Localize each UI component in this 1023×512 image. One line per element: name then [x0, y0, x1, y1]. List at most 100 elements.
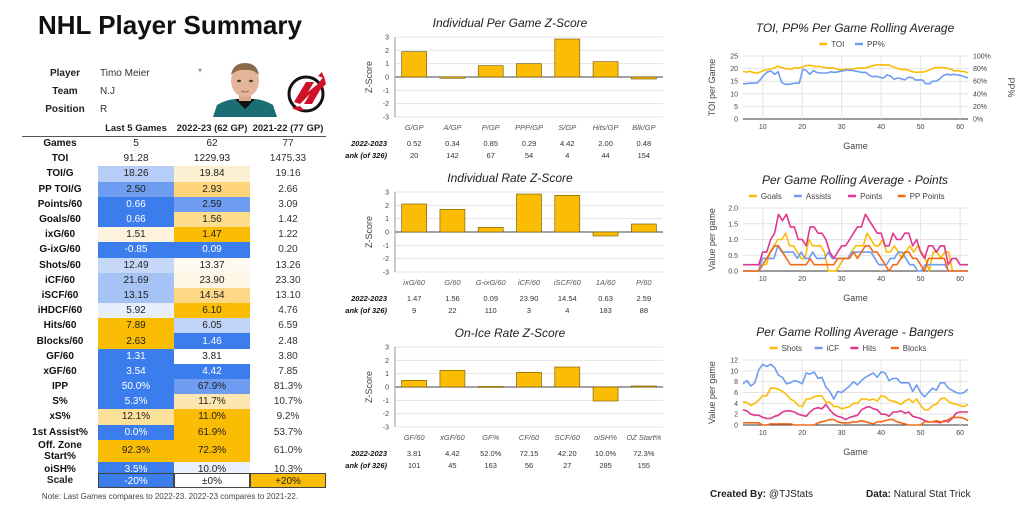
- stat-last5-cell: 5.92: [98, 303, 174, 319]
- x-tick-label: 30: [838, 276, 846, 283]
- stat-last5-cell: 92.3%: [98, 439, 174, 462]
- stat-2022-23-cell: 0.09: [174, 242, 250, 258]
- x-axis-label: Game: [843, 293, 868, 303]
- y-tick-label: 4: [734, 401, 738, 408]
- legend-label[interactable]: Assists: [806, 192, 831, 201]
- x-tick-label: 60: [956, 430, 964, 437]
- stats-header-row: Last 5 Games 2022-23 (62 GP) 2021-22 (77…: [22, 122, 326, 136]
- legend-label[interactable]: Points: [860, 192, 882, 201]
- y-tick-label: -3: [383, 115, 389, 122]
- chart-title: TOI, PP% Per Game Rolling Average: [756, 21, 955, 35]
- stat-last5-cell: 12.49: [98, 257, 174, 273]
- series-line-pp-: [743, 68, 969, 86]
- legend-label[interactable]: TOI: [831, 40, 844, 49]
- stats-row: TOI 91.28 1229.93 1475.33: [22, 151, 326, 167]
- bar: [516, 193, 542, 233]
- stat-2022-23-cell: 1.46: [174, 333, 250, 349]
- created-label: Created By:: [710, 489, 767, 500]
- y2-axis-label: PP%: [1006, 77, 1016, 97]
- y-tick-label: -1: [383, 243, 389, 250]
- bar: [592, 61, 619, 78]
- legend-label[interactable]: Hits: [862, 344, 876, 353]
- x-tick-label: 60: [956, 124, 964, 131]
- bar: [477, 386, 504, 388]
- x-tick-label: G/60: [444, 278, 461, 287]
- bar: [592, 231, 619, 237]
- stats-row: PP TOI/G 2.50 2.93 2.66: [22, 181, 326, 197]
- stat-last5-cell: 13.15: [98, 287, 174, 304]
- rank-value: 154: [638, 151, 651, 160]
- stat-last5-cell: 2.50: [98, 181, 174, 197]
- stats-row: xS% 12.1% 11.0% 9.2%: [22, 409, 326, 425]
- stat-2022-23-cell: 11.7%: [174, 394, 250, 410]
- x-tick-label: 1A/60: [596, 278, 616, 287]
- x-tick-label: oiSH%: [594, 433, 617, 442]
- bar: [477, 227, 504, 233]
- stat-2021-22-cell: 53.7%: [273, 426, 303, 438]
- stat-label: iHDCF/60: [37, 305, 83, 317]
- y-tick-label: 2: [385, 203, 389, 210]
- y-tick-label: 5: [734, 104, 738, 111]
- bar: [439, 76, 466, 79]
- x-tick-label: 30: [838, 124, 846, 131]
- y-tick-label: -2: [383, 101, 389, 108]
- rank-row-label: Rank (of 326): [345, 151, 387, 160]
- stat-label: Goals/60: [39, 214, 81, 226]
- series-line-blocks: [743, 416, 969, 426]
- legend-label[interactable]: PP Points: [910, 192, 945, 201]
- stat-last5-cell: 5: [98, 136, 174, 152]
- bar: [516, 63, 542, 78]
- stat-label: G-ixG/60: [39, 244, 81, 256]
- stat-2021-22-cell: 13.10: [275, 289, 301, 301]
- bar: [592, 386, 619, 402]
- onice-zscore-chart: On-Ice Rate Z-Score 3 2 1 0 -1 -2 -3 Z-Score GF/6…: [345, 322, 675, 477]
- stat-2022-23-cell: 6.10: [174, 303, 250, 319]
- stats-row: Off. Zone Start% 92.3% 72.3% 61.0%: [22, 439, 326, 462]
- stat-label: TOI/G: [46, 168, 74, 180]
- data-value[interactable]: Natural Stat Trick: [893, 489, 971, 500]
- stat-2022-23-cell: 19.84: [174, 166, 250, 182]
- bar: [631, 223, 657, 233]
- x-tick-label: iSCF/60: [554, 278, 582, 287]
- player-row[interactable]: Player Timo Meier: [30, 64, 210, 82]
- caret-down-icon[interactable]: ▾: [198, 66, 203, 75]
- stat-last5-cell: 1.31: [98, 348, 174, 364]
- legend-label[interactable]: Goals: [761, 192, 782, 201]
- points-rolling-chart: Per Game Rolling Average - Points Goals As…: [685, 166, 1023, 321]
- y-tick-label: 0.0: [728, 269, 738, 276]
- player-select[interactable]: Timo Meier: [100, 67, 150, 79]
- header-blank: [22, 122, 98, 136]
- created-value[interactable]: @TJStats: [768, 489, 813, 500]
- rank-value: 54: [525, 151, 533, 160]
- x-tick-label: 20: [798, 276, 806, 283]
- stat-2021-22-cell: 3.80: [278, 350, 298, 362]
- x-tick-label: GF%: [482, 433, 499, 442]
- stats-row: 1st Assist% 0.0% 61.9% 53.7%: [22, 424, 326, 440]
- stat-last5-cell: -0.85: [98, 242, 174, 258]
- header-last-5: Last 5 Games: [105, 123, 167, 135]
- y-tick-label: 0: [734, 423, 738, 430]
- y-tick-label: 0: [385, 230, 389, 237]
- stat-last5-cell: 50.0%: [98, 379, 174, 395]
- rank-value: 9: [412, 306, 416, 315]
- stat-label: IPP: [51, 381, 69, 393]
- stat-label: Points/60: [37, 198, 83, 210]
- rate-zscore-chart: Individual Rate Z-Score 3 2 1 0 -1 -2 -3 Z-Score…: [345, 167, 675, 322]
- rank-value: 22: [448, 306, 456, 315]
- season-value: 4.42: [445, 449, 460, 458]
- data-source: Data: Natural Stat Trick: [866, 489, 971, 500]
- y-tick-label: 15: [730, 79, 738, 86]
- stat-last5-cell: 1.51: [98, 227, 174, 243]
- chart-title: On-Ice Rate Z-Score: [455, 326, 566, 340]
- x-tick-label: 10: [759, 124, 767, 131]
- legend-label[interactable]: Blocks: [903, 344, 927, 353]
- series-line-hits: [742, 403, 968, 424]
- stats-row: iCF/60 21.69 23.90 23.30: [22, 272, 326, 288]
- stat-last5-cell: 5.3%: [98, 394, 174, 410]
- rank-value: 183: [599, 306, 612, 315]
- legend-label[interactable]: iCF: [827, 344, 840, 353]
- stat-2021-22-cell: 77: [282, 138, 294, 150]
- season-value: 4.42: [560, 139, 575, 148]
- legend-label[interactable]: Shots: [782, 344, 802, 353]
- legend-label[interactable]: PP%: [867, 40, 885, 49]
